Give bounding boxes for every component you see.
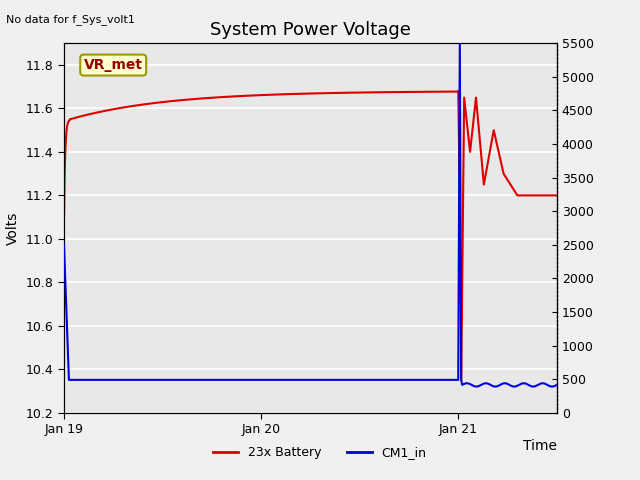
Text: No data for f_Sys_volt1: No data for f_Sys_volt1 (6, 14, 135, 25)
X-axis label: Time: Time (523, 439, 557, 453)
Text: VR_met: VR_met (84, 58, 143, 72)
Y-axis label: Volts: Volts (6, 211, 20, 245)
Title: System Power Voltage: System Power Voltage (210, 21, 411, 39)
Legend: 23x Battery, CM1_in: 23x Battery, CM1_in (208, 441, 432, 464)
